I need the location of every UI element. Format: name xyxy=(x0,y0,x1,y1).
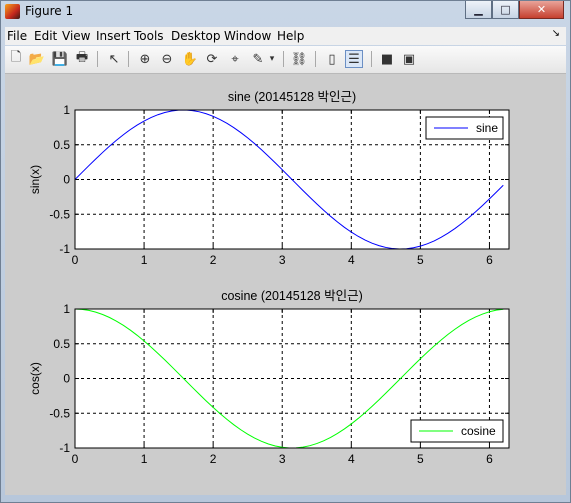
open-file-icon[interactable]: 📂 xyxy=(28,51,46,67)
axes-box xyxy=(74,109,510,250)
legend: cosine xyxy=(410,419,504,443)
menu-help[interactable]: Help xyxy=(277,29,305,43)
zoom-in-icon[interactable]: ⊕ xyxy=(139,51,151,67)
y-axis-label: cos(x) xyxy=(28,362,42,395)
pointer-icon[interactable]: ↖ xyxy=(108,51,120,67)
menu-edit[interactable]: Edit xyxy=(34,29,58,43)
sine-series-line xyxy=(74,109,504,250)
x-tick-label: 6 xyxy=(486,452,493,466)
y-tick-label: 0.5 xyxy=(53,337,70,351)
y-tick-label: -1 xyxy=(59,441,70,455)
save-icon[interactable]: 💾 xyxy=(51,51,69,67)
legend-icon[interactable]: ☰ xyxy=(345,50,363,68)
menu-window[interactable]: Window xyxy=(224,29,272,43)
figure-canvas: 0 1 2 3 4 5 6 -1 -0.5 0 0.5 1 sine (20145128 박인근) sin… xyxy=(5,74,566,495)
x-tick-label: 3 xyxy=(279,452,286,466)
minimize-icon: ▁ xyxy=(474,3,483,16)
menu-tools[interactable]: Tools xyxy=(134,29,164,43)
colorbar-icon[interactable]: ▯ xyxy=(328,51,336,67)
menu-view[interactable]: View xyxy=(62,29,91,43)
x-tick-label: 0 xyxy=(72,452,79,466)
y-tick-label: -0.5 xyxy=(49,406,70,420)
y-tick-label: 1 xyxy=(63,302,70,316)
legend-entry-label: sine xyxy=(476,121,498,135)
menu-insert[interactable]: Insert xyxy=(96,29,131,43)
print-icon[interactable]: 🖶 xyxy=(75,50,89,65)
x-tick-label: 5 xyxy=(417,253,424,267)
x-tick-label: 4 xyxy=(348,253,355,267)
x-tick-label: 2 xyxy=(210,452,217,466)
toolbar-separator xyxy=(315,51,316,67)
new-figure-icon[interactable]: 🗋 xyxy=(10,50,22,65)
close-icon: ✕ xyxy=(536,3,547,16)
hide-plot-tools-icon[interactable]: ■ xyxy=(380,51,394,67)
maximize-icon: □ xyxy=(500,3,511,16)
plots-svg: 0 1 2 3 4 5 6 -1 -0.5 0 0.5 1 sine (20145128 박인근) sin… xyxy=(28,90,510,466)
figure-toolbar: 🗋 📂 💾 🖶 ↖ ⊕ ⊖ ✋ ⟳ ⌖ ✎ ▾ ⛓ ▯ ☰ ■ ▣ xyxy=(5,46,566,74)
axes-title: cosine (20145128 박인근) xyxy=(221,289,363,303)
link-plot-icon[interactable]: ⛓ xyxy=(290,51,308,67)
y-tick-label: 0 xyxy=(63,173,70,187)
toolbar-separator xyxy=(128,51,129,67)
show-plot-tools-icon[interactable]: ▣ xyxy=(402,51,416,67)
x-tick-label: 6 xyxy=(486,253,493,267)
rotate-3d-icon[interactable]: ⟳ xyxy=(206,51,218,67)
x-tick-label: 2 xyxy=(210,253,217,267)
title-bar[interactable]: Figure 1 ▁ □ ✕ xyxy=(1,1,570,23)
legend-entry-label: cosine xyxy=(461,424,496,438)
legend: sine xyxy=(425,116,504,140)
toolbar-separator xyxy=(97,51,98,67)
x-tick-label: 1 xyxy=(141,452,148,466)
axes-2: 0 1 2 3 4 5 6 -1 -0.5 0 0.5 1 cosine (20145128 박인근) c… xyxy=(28,289,510,466)
dock-arrow-icon[interactable]: ↘ xyxy=(551,28,560,39)
menu-desktop[interactable]: Desktop xyxy=(171,29,221,43)
brush-icon[interactable]: ✎ xyxy=(252,51,264,67)
x-tick-label: 5 xyxy=(417,452,424,466)
y-tick-label: -1 xyxy=(59,242,70,256)
y-tick-label: 0 xyxy=(63,372,70,386)
y-tick-label: 0.5 xyxy=(53,138,70,152)
pan-hand-icon[interactable]: ✋ xyxy=(181,51,199,67)
menu-bar: File Edit View Insert Tools Desktop Wind… xyxy=(5,27,566,45)
brush-dropdown-icon[interactable]: ▾ xyxy=(269,54,275,64)
toolbar-separator xyxy=(283,51,284,67)
axes-1: 0 1 2 3 4 5 6 -1 -0.5 0 0.5 1 sine (20145128 박인근) sin… xyxy=(28,90,510,267)
x-tick-label: 3 xyxy=(279,253,286,267)
y-tick-label: -0.5 xyxy=(49,207,70,221)
x-tick-label: 4 xyxy=(348,452,355,466)
y-tick-label: 1 xyxy=(63,103,70,117)
close-button[interactable]: ✕ xyxy=(519,1,564,19)
menu-file[interactable]: File xyxy=(7,29,28,43)
x-tick-label: 0 xyxy=(72,253,79,267)
axes-title: sine (20145128 박인근) xyxy=(228,90,356,104)
maximize-button[interactable]: □ xyxy=(492,1,519,19)
y-axis-label: sin(x) xyxy=(28,165,42,194)
legend-box xyxy=(410,419,504,443)
matlab-icon xyxy=(5,4,20,19)
minimize-button[interactable]: ▁ xyxy=(465,1,492,19)
toolbar-separator xyxy=(371,51,372,67)
data-cursor-icon[interactable]: ⌖ xyxy=(231,51,239,67)
zoom-out-icon[interactable]: ⊖ xyxy=(161,51,173,67)
window-title: Figure 1 xyxy=(25,4,74,18)
axes-box xyxy=(74,308,510,449)
x-tick-label: 1 xyxy=(141,253,148,267)
